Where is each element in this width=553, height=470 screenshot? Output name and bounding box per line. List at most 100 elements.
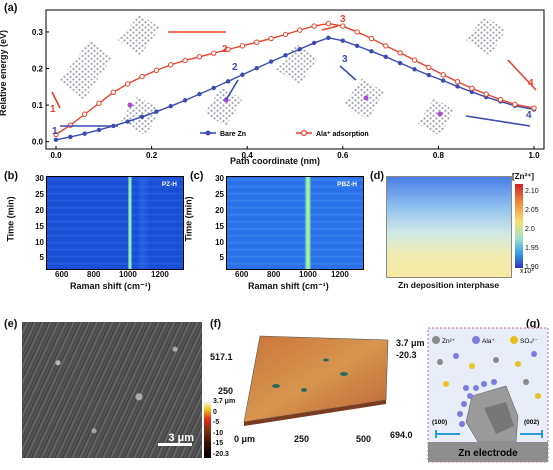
- annotation-1: 2: [222, 44, 228, 55]
- data-point-0: [397, 60, 403, 66]
- afm-colorbar-tick: -20.3: [213, 450, 229, 458]
- sem-image-e: 3 μm: [22, 322, 202, 458]
- data-point-1: [440, 72, 446, 78]
- afm-x-250: 250: [294, 434, 310, 444]
- data-point-1: [354, 29, 360, 35]
- lattice-inset-2a: [118, 14, 160, 56]
- afm-y-mid: 250: [218, 386, 234, 396]
- xtick-label-a: 0.4: [242, 151, 254, 160]
- afm-colorbar-tick: -5: [213, 419, 220, 426]
- ytick-label-a: 0.1: [32, 101, 44, 110]
- xlabel-c: Raman shift (cm⁻¹): [248, 281, 329, 291]
- data-point-1: [325, 20, 332, 27]
- xtick-label: 1200: [331, 270, 349, 279]
- data-point-0: [311, 40, 317, 46]
- ytick-label: 25: [35, 190, 44, 200]
- raman-map-c: PBZ-H: [226, 176, 364, 270]
- afm-defect-3: [340, 372, 348, 376]
- xtick-label: 1000: [299, 270, 317, 279]
- scalebar-line: [158, 443, 192, 446]
- panel-label-a: (a): [4, 2, 18, 14]
- data-point-1: [411, 57, 418, 63]
- data-point-0: [326, 35, 331, 40]
- afm-y-top: 517.1: [210, 352, 233, 362]
- ion-marker-1: [127, 102, 133, 108]
- panel-label-d: (d): [370, 170, 385, 182]
- afm-defect-2: [301, 388, 307, 392]
- lattice-inset-2b: [204, 86, 242, 126]
- colorbar-tick-d: 2.10: [525, 188, 539, 195]
- annotation-0: 1: [50, 104, 56, 115]
- data-point-1: [239, 43, 246, 49]
- series-line-0: [55, 37, 535, 141]
- data-point-1: [254, 39, 260, 45]
- data-point-0: [455, 84, 460, 89]
- colorbar-unit-d: x10³: [520, 268, 534, 275]
- arrow-red-4: [507, 59, 537, 91]
- data-point-1: [139, 73, 145, 80]
- data-point-0: [340, 38, 345, 43]
- panel-label-e: (e): [4, 318, 18, 330]
- raman-map-b: PZ-H: [46, 176, 184, 270]
- data-point-1: [282, 31, 289, 38]
- data-point-1: [340, 23, 346, 29]
- legend-ala: Ala⁺ adsorption: [316, 131, 369, 138]
- data-point-0: [68, 134, 73, 140]
- afm-colorbar-tick: -15: [213, 440, 224, 447]
- data-point-0: [182, 98, 188, 103]
- data-point-0: [211, 85, 216, 91]
- data-point-1: [225, 46, 231, 53]
- xtick-label-a: 0.8: [433, 151, 445, 160]
- colorbar-tick-d: 2.0: [525, 226, 535, 233]
- xtick-label: 600: [55, 270, 69, 279]
- lattice-inset-1a: [60, 40, 112, 100]
- panel-label-b: (b): [4, 170, 19, 182]
- lattice-inset-4b: [418, 98, 454, 136]
- structure-insets: [60, 14, 506, 136]
- floating-ions: [437, 351, 541, 399]
- data-point-0: [96, 127, 102, 133]
- arrow-blue-3: [339, 65, 357, 81]
- xtick-label-a: 1.0: [528, 151, 540, 160]
- map-title-c: PBZ-H: [337, 181, 357, 188]
- data-point-1: [368, 35, 375, 42]
- arrow-blue-4: [465, 115, 531, 127]
- xlabel-d: Zn deposition interphase: [398, 280, 500, 290]
- data-point-0: [154, 109, 159, 114]
- data-point-1: [53, 131, 59, 138]
- schematic-g: Zn²⁺ Ala⁺ SO₄²⁻ (100) (002) Zn electrode: [427, 327, 549, 463]
- data-point-0: [297, 46, 302, 52]
- data-point-1: [182, 57, 188, 64]
- legend-ala-text: Ala⁺: [482, 338, 495, 345]
- colorbar-title-d: [Zn²⁺]: [512, 172, 534, 181]
- ytick-label-a: 0.3: [32, 28, 44, 37]
- afm-x-694: 694.0: [390, 430, 413, 440]
- legend-so4-text: SO₄²⁻: [520, 338, 538, 345]
- xtick-label-a: 0.0: [50, 151, 62, 160]
- data-point-0: [283, 53, 288, 58]
- afm-defect-1: [272, 384, 280, 388]
- arrow-blue-2: [225, 79, 239, 101]
- ytick-label-a: 0.2: [32, 65, 44, 74]
- data-point-0: [469, 89, 475, 95]
- annotation-7: 4: [526, 110, 532, 121]
- arrow-red-1: [51, 91, 61, 109]
- data-point-0: [440, 78, 446, 83]
- annotation-5: 2: [232, 62, 238, 73]
- legend-a: Bare Zn Ala⁺ adsorption: [200, 129, 369, 138]
- data-point-0: [383, 54, 389, 60]
- xtick-label-a: 0.6: [337, 151, 349, 160]
- xtick-label: 800: [87, 270, 101, 279]
- facet-100: (100): [432, 419, 447, 426]
- concentration-map-d: [386, 176, 512, 278]
- data-point-1: [297, 27, 303, 33]
- data-point-0: [426, 72, 432, 78]
- afm-defect-4: [323, 358, 329, 362]
- colorbar-tick-d: 2.05: [525, 207, 539, 214]
- adsorbed-ala: [457, 379, 497, 427]
- data-point-1: [96, 100, 102, 106]
- colorbar-tick-d: 1.90: [525, 264, 539, 271]
- ytick-label: 15: [35, 221, 44, 231]
- data-point-1: [497, 96, 504, 103]
- ytick-label: 30: [35, 174, 44, 184]
